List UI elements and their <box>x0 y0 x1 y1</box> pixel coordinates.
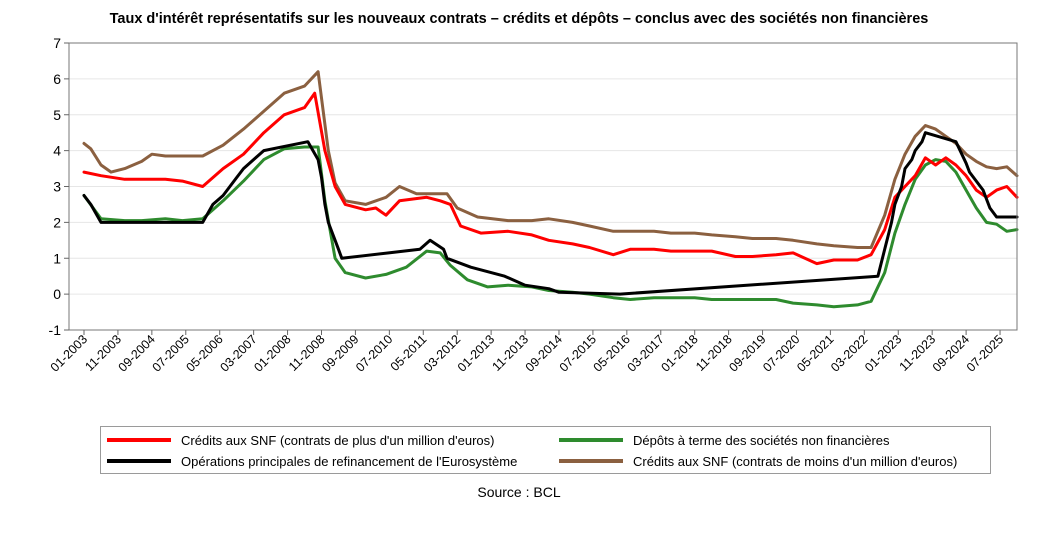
x-axis: 01-200311-200309-200407-200505-200603-20… <box>48 330 1006 375</box>
legend: Crédits aux SNF (contrats de plus d'un m… <box>100 426 991 474</box>
series-line-depots-a-terme <box>82 145 1019 309</box>
legend-item-credits-moins-1m: Crédits aux SNF (contrats de moins d'un … <box>559 451 957 471</box>
x-tick-label: 01-2018 <box>658 332 700 374</box>
x-tick-label: 03-2017 <box>625 332 667 374</box>
y-tick-label: 0 <box>53 286 61 302</box>
y-tick-label: -1 <box>49 322 62 338</box>
series-line-credits-moins-1m <box>82 70 1019 249</box>
x-tick-label: 09-2004 <box>116 332 158 374</box>
series-line-refinancement <box>82 131 1019 296</box>
legend-item-credits-plus-1m: Crédits aux SNF (contrats de plus d'un m… <box>107 430 495 450</box>
x-tick-label: 09-2009 <box>319 332 361 374</box>
chart-title: Taux d'intérêt représentatifs sur les no… <box>109 11 929 27</box>
legend-swatch-red <box>107 438 171 442</box>
x-tick-label: 07-2025 <box>964 332 1006 374</box>
x-tick-label: 07-2020 <box>760 332 802 374</box>
legend-label: Opérations principales de refinancement … <box>181 453 518 469</box>
y-tick-label: 6 <box>53 71 61 87</box>
x-tick-label: 09-2024 <box>930 332 972 374</box>
y-tick-label: 3 <box>53 179 61 195</box>
x-tick-label: 01-2003 <box>48 332 90 374</box>
legend-swatch-brown <box>559 459 623 463</box>
x-tick-label: 03-2022 <box>828 332 870 374</box>
source-note: Source : BCL <box>477 484 561 500</box>
series-line-credits-plus-1m <box>82 91 1019 266</box>
legend-item-depots-a-terme: Dépôts à terme des sociétés non financiè… <box>559 430 890 450</box>
x-tick-label: 07-2010 <box>353 332 395 374</box>
legend-item-refinancement: Opérations principales de refinancement … <box>107 451 517 471</box>
legend-label: Crédits aux SNF (contrats de moins d'un … <box>633 453 958 469</box>
x-tick-label: 01-2013 <box>455 332 497 374</box>
x-tick-label: 01-2008 <box>251 332 293 374</box>
legend-label: Crédits aux SNF (contrats de plus d'un m… <box>181 432 495 448</box>
y-tick-label: 7 <box>53 35 61 51</box>
x-tick-label: 05-2021 <box>794 332 836 374</box>
y-tick-label: 1 <box>53 250 61 266</box>
x-tick-label: 05-2006 <box>183 332 225 374</box>
x-tick-label: 07-2015 <box>557 332 599 374</box>
line-chart: -1 0 1 2 3 4 5 6 7 01-200311-200309-200407-20050… <box>48 35 1019 375</box>
y-tick-label: 4 <box>53 143 61 159</box>
y-tick-label: 5 <box>53 107 61 123</box>
series-lines <box>82 70 1019 309</box>
legend-swatch-green <box>559 438 623 442</box>
y-tick-label: 2 <box>53 214 61 230</box>
x-tick-label: 07-2005 <box>150 332 192 374</box>
x-tick-label: 05-2016 <box>591 332 633 374</box>
x-tick-label: 03-2007 <box>217 332 259 374</box>
legend-swatch-black <box>107 459 171 463</box>
x-tick-label: 09-2019 <box>726 332 768 374</box>
y-axis: -1 0 1 2 3 4 5 6 7 <box>49 35 69 338</box>
x-tick-label: 09-2014 <box>523 332 565 374</box>
x-tick-label: 01-2023 <box>862 332 904 374</box>
legend-label: Dépôts à terme des sociétés non financiè… <box>633 432 890 448</box>
x-tick-label: 03-2012 <box>421 332 463 374</box>
